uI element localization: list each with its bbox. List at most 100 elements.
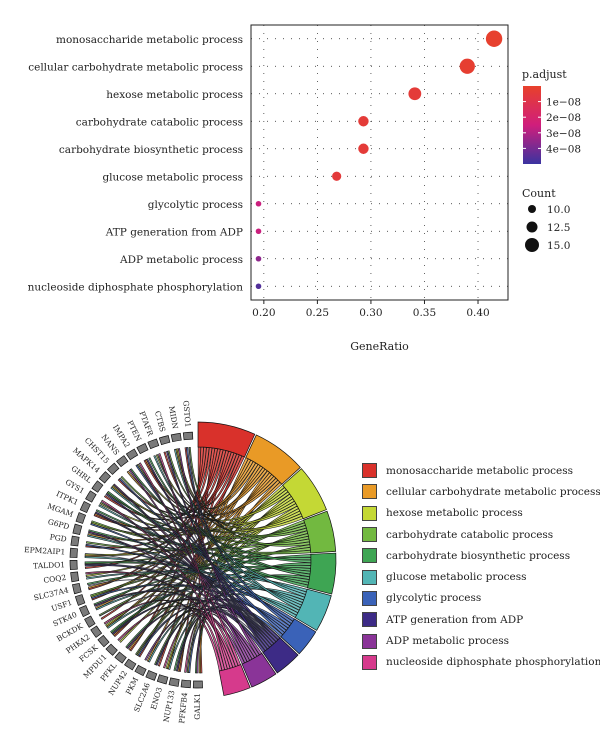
chord-legend-item: carbohydrate biosynthetic process bbox=[362, 545, 598, 566]
x-tick-label: 0.20 bbox=[252, 307, 275, 319]
legend-swatch bbox=[362, 505, 377, 521]
gene-block bbox=[69, 559, 78, 571]
gene-block bbox=[69, 547, 78, 558]
chord-legend: monosaccharide metabolic process cellula… bbox=[362, 460, 600, 673]
legend-label: ADP metabolic process bbox=[386, 635, 509, 648]
gene-label: ENO3 bbox=[149, 686, 164, 711]
count-legend-label: 10.0 bbox=[547, 204, 570, 216]
chord-legend-item: hexose metabolic process bbox=[362, 503, 598, 524]
gene-block bbox=[79, 500, 91, 514]
chord-legend-item: carbohydrate catabolic process bbox=[362, 524, 598, 545]
gene-block bbox=[170, 432, 182, 443]
gene-block bbox=[136, 442, 149, 455]
legend-label: carbohydrate catabolic process bbox=[386, 528, 554, 541]
count-legend-title: Count bbox=[522, 187, 556, 200]
legend-label: monosaccharide metabolic process bbox=[386, 464, 574, 477]
data-point bbox=[358, 116, 369, 127]
chord-ribbon bbox=[103, 599, 223, 672]
chord-ribbon bbox=[91, 455, 245, 601]
data-point bbox=[358, 143, 369, 154]
gene-label: PFKFB4 bbox=[177, 692, 189, 724]
gene-block bbox=[75, 512, 87, 524]
gene-label: MIDN bbox=[167, 405, 180, 430]
chord-ribbon bbox=[176, 448, 304, 531]
gene-block bbox=[84, 615, 96, 628]
gene-label: GSTO1 bbox=[181, 400, 192, 428]
chord-ribbon bbox=[173, 448, 301, 611]
legend-swatch bbox=[362, 548, 377, 564]
legend-swatch bbox=[362, 590, 377, 606]
gene-block bbox=[147, 438, 160, 450]
chord-ribbon bbox=[94, 475, 277, 531]
chord-ribbon bbox=[106, 490, 309, 589]
chord-link bbox=[85, 563, 281, 639]
gene-block bbox=[97, 634, 110, 648]
chord-diagram: GALK1PFKFB4NUP133ENO3SLC2A6PKMNUP42PFKLM… bbox=[24, 400, 337, 724]
x-tick-label: 0.25 bbox=[306, 307, 329, 319]
gene-block bbox=[114, 651, 127, 664]
chord-ribbon bbox=[143, 447, 213, 508]
count-legend-dot bbox=[528, 205, 536, 213]
count-legend-dot bbox=[525, 238, 539, 252]
chord-link bbox=[157, 454, 273, 646]
count-legend-label: 15.0 bbox=[547, 240, 570, 252]
gene-block bbox=[90, 625, 103, 638]
gene-block bbox=[168, 677, 180, 687]
gene-block bbox=[125, 448, 139, 461]
data-point bbox=[255, 255, 262, 262]
gene-block bbox=[105, 643, 118, 656]
chord-legend-item: ADP metabolic process bbox=[362, 630, 598, 651]
legend-swatch bbox=[362, 654, 377, 670]
legend-label: hexose metabolic process bbox=[386, 507, 523, 520]
legend-label: carbohydrate biosynthetic process bbox=[386, 549, 571, 562]
y-tick-label: nucleoside diphosphate phosphorylation bbox=[28, 281, 244, 293]
gene-block bbox=[91, 480, 104, 493]
gene-block bbox=[124, 658, 137, 671]
gene-block bbox=[85, 490, 97, 503]
colorbar-tick-label: 4e−08 bbox=[546, 143, 581, 155]
gene-block bbox=[192, 680, 203, 689]
y-tick-label: cellular carbohydrate metabolic process bbox=[28, 61, 243, 73]
y-tick-label: hexose metabolic process bbox=[106, 89, 243, 101]
gene-block bbox=[74, 594, 86, 606]
gene-block bbox=[71, 582, 82, 595]
chord-link bbox=[186, 608, 271, 673]
chord-ribbon bbox=[120, 475, 310, 546]
y-tick-label: monosaccharide metabolic process bbox=[56, 34, 243, 46]
gene-label: COQ2 bbox=[43, 573, 67, 585]
gene-block bbox=[98, 471, 111, 484]
chord-link bbox=[137, 463, 271, 648]
y-tick-label: carbohydrate biosynthetic process bbox=[59, 144, 243, 156]
chord-link bbox=[100, 501, 273, 646]
gene-block bbox=[78, 605, 90, 618]
data-point bbox=[408, 87, 422, 101]
x-axis-label: GeneRatio bbox=[350, 340, 409, 353]
chord-legend-item: glucose metabolic process bbox=[362, 566, 598, 587]
gene-block bbox=[116, 455, 129, 468]
chord-link bbox=[95, 511, 279, 641]
chord-ribbon bbox=[185, 447, 292, 627]
chord-link bbox=[88, 531, 277, 643]
gene-label: NUP133 bbox=[162, 689, 177, 723]
colorbar-tick-label: 3e−08 bbox=[546, 128, 581, 140]
term-arc bbox=[280, 618, 317, 655]
gene-block bbox=[134, 664, 147, 677]
legend-swatch bbox=[362, 463, 377, 479]
y-tick-label: ADP metabolic process bbox=[119, 254, 243, 266]
term-arc bbox=[218, 664, 251, 696]
dot-plot: monosaccharide metabolic process cellular… bbox=[28, 24, 581, 353]
count-legend-dot bbox=[526, 221, 538, 233]
gene-block bbox=[70, 571, 80, 583]
chord-ribbon bbox=[87, 534, 297, 618]
gene-block bbox=[156, 674, 169, 685]
data-point bbox=[255, 228, 262, 235]
legend-label: ATP generation from ADP bbox=[386, 613, 524, 626]
legend-label: glucose metabolic process bbox=[386, 571, 527, 584]
gene-block bbox=[72, 523, 83, 536]
legend-swatch bbox=[362, 633, 377, 649]
gene-label: PGD bbox=[49, 532, 67, 543]
chord-legend-item: nucleoside diphosphate phosphorylation bbox=[362, 652, 600, 673]
p-adjust-legend-title: p.adjust bbox=[522, 68, 567, 81]
chord-link bbox=[136, 605, 268, 656]
chord-ribbon bbox=[135, 464, 285, 636]
